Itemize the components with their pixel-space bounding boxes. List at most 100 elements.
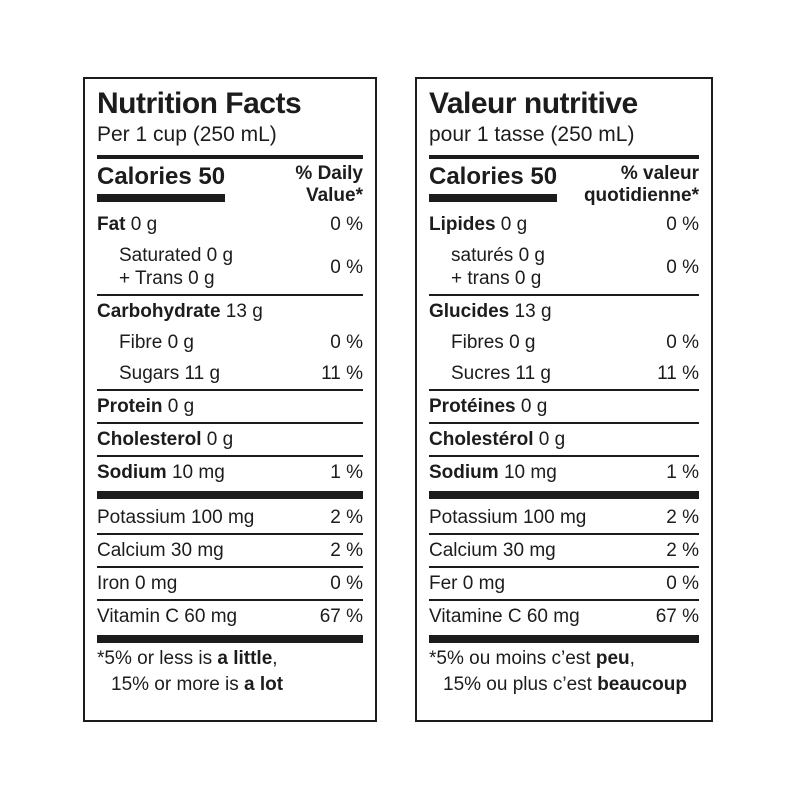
thin-divider: [97, 455, 363, 457]
nutrient-percent: 2 %: [666, 540, 699, 561]
footnote: *5% ou moins c’est peu, 15% ou plus c’es…: [429, 646, 699, 698]
nutrient-label: Sugars 11 g: [119, 363, 221, 384]
nutrient-row: Lipides 0 g 0 %: [429, 209, 699, 240]
nutrient-row: Fat 0 g 0 %: [97, 209, 363, 240]
nutrient-label: Calcium 30 mg: [97, 540, 224, 561]
nutrient-label: Iron 0 mg: [97, 573, 178, 594]
nutrient-percent: 2 %: [666, 507, 699, 528]
daily-value-header-line1: % Daily: [295, 163, 363, 184]
nutrient-percent: 11 %: [321, 363, 363, 384]
nutrient-rows: Fat 0 g 0 % Saturated 0 g + Trans 0 g 0 % Car…: [97, 209, 363, 643]
nutrient-label: Protéines 0 g: [429, 396, 548, 417]
daily-value-header-line1: % valeur: [620, 163, 699, 184]
nutrient-percent: 1 %: [666, 462, 699, 483]
thin-divider: [97, 533, 363, 535]
nutrient-percent: 0 %: [330, 332, 363, 353]
nutrient-percent: 2 %: [330, 540, 363, 561]
calories-underline-bar: [97, 194, 225, 202]
nutrient-percent: 67 %: [319, 606, 363, 627]
daily-value-header-line2: quotidienne*: [583, 185, 699, 206]
nutrient-label: Fer 0 mg: [429, 573, 506, 594]
header-rule: [429, 155, 699, 159]
nutrient-label: Saturated 0 g + Trans 0 g: [119, 245, 234, 289]
daily-value-header: % valeur quotidienne*: [584, 163, 699, 207]
nutrient-label: saturés 0 g + trans 0 g: [451, 245, 545, 289]
thick-divider: [429, 491, 699, 499]
nutrient-percent: 0 %: [330, 256, 363, 278]
nutrient-percent: 11 %: [657, 363, 699, 384]
thick-divider: [429, 635, 699, 643]
thick-divider: [97, 635, 363, 643]
calories-value: Calories 50: [97, 163, 226, 190]
footnote-text: *5% ou moins c’est: [429, 648, 596, 669]
nutrient-row: Vitamine C 60 mg 67 %: [429, 601, 699, 632]
nutrient-row: Calcium 30 mg 2 %: [429, 535, 699, 566]
nutrient-label: Glucides 13 g: [429, 301, 552, 322]
nutrient-row: Saturated 0 g + Trans 0 g 0 %: [97, 240, 363, 294]
nutrient-label: Vitamine C 60 mg: [429, 606, 580, 627]
nutrient-percent: 0 %: [666, 214, 699, 235]
nutrient-row: Calcium 30 mg 2 %: [97, 535, 363, 566]
daily-value-header-line2: Value*: [305, 185, 363, 206]
footnote-text: ,: [629, 648, 635, 669]
serving-size: pour 1 tasse (250 mL): [429, 123, 635, 146]
footnote-line-1: *5% or less is a little,: [97, 646, 363, 672]
nutrient-row: Carbohydrate 13 g: [97, 296, 363, 327]
calories-block: Calories 50 % Daily Value*: [97, 163, 363, 207]
nutrient-row: Protein 0 g: [97, 391, 363, 422]
nutrient-row: Potassium 100 mg 2 %: [429, 502, 699, 533]
header-rule: [97, 155, 363, 159]
thin-divider: [429, 533, 699, 535]
nutrient-percent: 0 %: [666, 332, 699, 353]
nutrient-row: Fer 0 mg 0 %: [429, 568, 699, 599]
thin-divider: [429, 389, 699, 391]
nutrient-row: Sucres 11 g 11 %: [429, 358, 699, 389]
nutrient-percent: 67 %: [655, 606, 699, 627]
nutrition-panel-fr: Valeur nutritive pour 1 tasse (250 mL) C…: [415, 77, 713, 722]
nutrient-label: Vitamin C 60 mg: [97, 606, 238, 627]
serving-size: Per 1 cup (250 mL): [97, 123, 277, 146]
nutrient-label: Sodium 10 mg: [97, 462, 225, 483]
nutrient-label: Lipides 0 g: [429, 214, 528, 235]
nutrient-row: Cholesterol 0 g: [97, 424, 363, 455]
calories-left: Calories 50: [97, 163, 225, 202]
calories-value: Calories 50: [429, 163, 558, 190]
nutrient-percent: 2 %: [330, 507, 363, 528]
footnote-text: ,: [272, 648, 278, 669]
calories-block: Calories 50 % valeur quotidienne*: [429, 163, 699, 207]
nutrient-percent: 0 %: [666, 573, 699, 594]
nutrient-percent: 1 %: [330, 462, 363, 483]
nutrient-row: Sugars 11 g 11 %: [97, 358, 363, 389]
nutrient-row: Cholestérol 0 g: [429, 424, 699, 455]
thin-divider: [429, 566, 699, 568]
calories-underline-bar: [429, 194, 557, 202]
footnote-text: 15% or more is: [111, 674, 245, 695]
nutrient-rows: Lipides 0 g 0 % saturés 0 g + trans 0 g 0 % G…: [429, 209, 699, 643]
footnote-text: 15% ou plus c’est: [443, 674, 598, 695]
nutrient-percent: 0 %: [330, 214, 363, 235]
nutrient-label: Fat 0 g: [97, 214, 158, 235]
thin-divider: [97, 422, 363, 424]
panel-title: Nutrition Facts: [97, 87, 302, 120]
nutrient-row: Protéines 0 g: [429, 391, 699, 422]
thin-divider: [97, 566, 363, 568]
footnote-line-2: 15% or more is a lot: [97, 672, 363, 698]
thin-divider: [97, 294, 363, 296]
footnote-bold-text: peu: [595, 648, 630, 669]
thick-divider: [97, 491, 363, 499]
nutrient-label: Fibres 0 g: [451, 332, 536, 353]
footnote-line-2: 15% ou plus c’est beaucoup: [429, 672, 699, 698]
thin-divider: [429, 294, 699, 296]
nutrient-label: Cholesterol 0 g: [97, 429, 234, 450]
thin-divider: [97, 599, 363, 601]
footnote-bold-text: beaucoup: [597, 674, 687, 695]
nutrient-row: Fibre 0 g 0 %: [97, 327, 363, 358]
calories-left: Calories 50: [429, 163, 557, 202]
nutrient-row: saturés 0 g + trans 0 g 0 %: [429, 240, 699, 294]
nutrient-label: Potassium 100 mg: [97, 507, 255, 528]
footnote-bold-text: a little: [217, 648, 273, 669]
nutrient-label: Carbohydrate 13 g: [97, 301, 263, 322]
nutrient-row: Sodium 10 mg 1 %: [429, 457, 699, 488]
nutrient-row: Potassium 100 mg 2 %: [97, 502, 363, 533]
